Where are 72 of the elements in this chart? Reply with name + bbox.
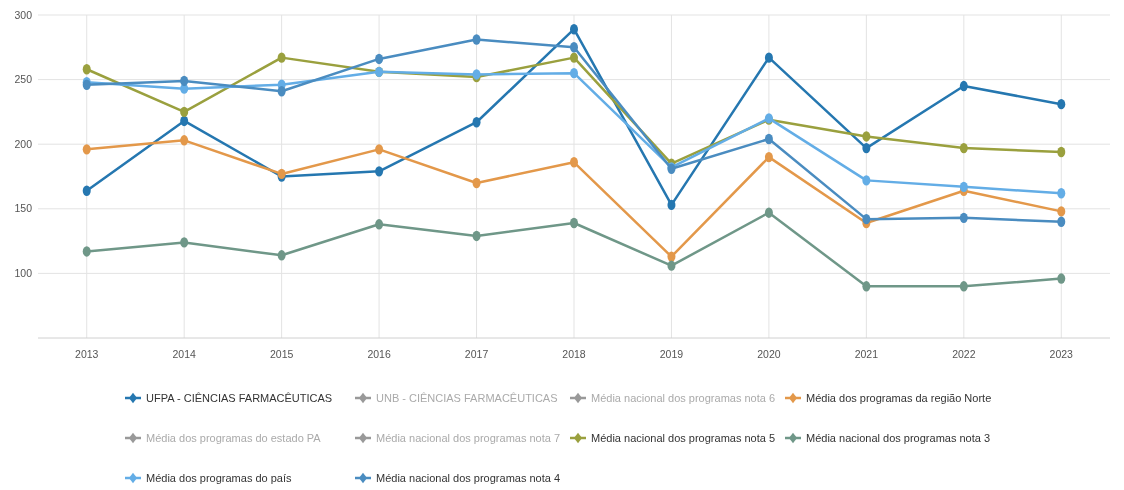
point (570, 157, 578, 168)
x-tick-label: 2022 (952, 348, 976, 360)
point (472, 117, 481, 128)
point (375, 219, 384, 230)
point (667, 251, 676, 262)
point (570, 42, 578, 53)
point (277, 52, 286, 63)
point (1057, 98, 1066, 110)
point (764, 133, 773, 145)
y-tick-label: 100 (14, 267, 33, 280)
legend-label: Média dos programas do país (146, 471, 293, 484)
point (277, 250, 286, 261)
point (862, 281, 871, 292)
point (959, 181, 968, 193)
point (667, 260, 676, 271)
point (1057, 188, 1066, 199)
point (472, 34, 481, 45)
x-tick-label: 2013 (75, 348, 99, 360)
y-tick-label: 200 (14, 137, 33, 150)
point (180, 237, 189, 248)
point (1057, 146, 1066, 158)
point (570, 52, 578, 63)
legend-label: Média nacional dos programas nota 5 (591, 431, 776, 444)
point (764, 151, 773, 163)
y-tick-label: 250 (14, 73, 33, 86)
legend-label: Média dos programas da região Norte (806, 391, 992, 404)
x-tick-label: 2017 (464, 348, 489, 360)
legend-label: Média nacional dos programas nota 4 (376, 471, 561, 484)
y-tick-label: 150 (14, 202, 33, 215)
point (180, 135, 189, 146)
point (764, 207, 773, 218)
point (862, 131, 871, 142)
legend-label: UFPA - CIÊNCIAS FARMACÊUTICAS (146, 391, 333, 404)
point (277, 86, 286, 97)
point (1057, 273, 1066, 284)
point (1057, 216, 1066, 227)
x-tick-label: 2015 (269, 348, 294, 360)
point (180, 75, 189, 87)
point (959, 80, 968, 92)
x-tick-label: 2018 (562, 348, 586, 360)
point (1057, 206, 1066, 217)
legend-label: UNB - CIÊNCIAS FARMACÊUTICAS (376, 391, 558, 404)
x-tick-label: 2023 (1049, 348, 1074, 360)
point (82, 185, 91, 196)
point (764, 52, 773, 63)
x-tick-label: 2020 (757, 348, 781, 360)
x-tick-label: 2019 (659, 348, 684, 360)
point (180, 115, 189, 127)
point (82, 246, 91, 257)
legend-label: Média nacional dos programas nota 6 (591, 391, 776, 404)
x-tick-label: 2016 (367, 348, 391, 360)
point (570, 24, 578, 35)
point (862, 142, 871, 154)
point (959, 142, 968, 154)
point (82, 144, 91, 155)
point (180, 106, 189, 118)
legend-label: Média nacional dos programas nota 3 (806, 431, 991, 444)
x-tick-label: 2014 (172, 348, 197, 360)
point (472, 230, 481, 242)
point (667, 199, 676, 211)
point (375, 144, 384, 155)
point (375, 166, 384, 177)
point (375, 53, 384, 65)
legend-label: Média dos programas do estado PA (146, 431, 322, 444)
point (959, 281, 968, 292)
point (862, 175, 871, 186)
point (82, 64, 91, 75)
x-tick-label: 2021 (854, 348, 879, 360)
point (862, 213, 871, 225)
y-tick-label: 300 (14, 8, 33, 21)
legend-label: Média nacional dos programas nota 7 (376, 431, 561, 444)
point (959, 212, 968, 224)
